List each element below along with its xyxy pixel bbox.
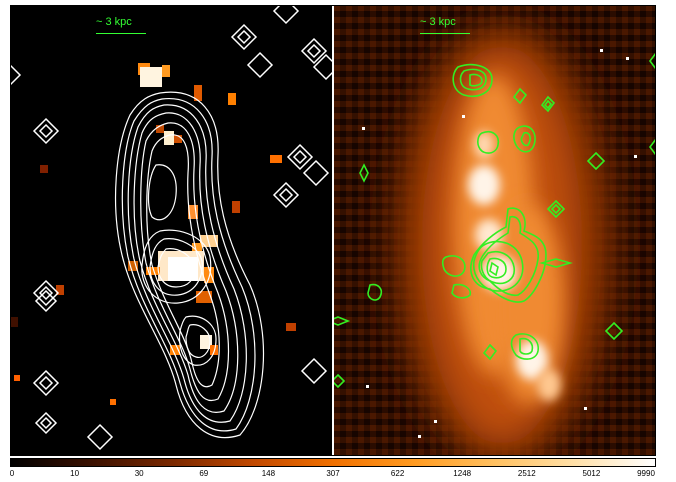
green-contours — [334, 51, 656, 389]
galaxy-glow — [394, 25, 614, 456]
colorbar-tick-label: 307 — [326, 469, 340, 478]
colorbar-tick-label: 10 — [70, 469, 80, 478]
left-panel-image — [10, 5, 332, 456]
scale-bar-label: ~ 3 kpc — [96, 16, 132, 28]
scale-bar-right: ~ 3 kpc — [420, 16, 470, 34]
colorbar-tick-label: 622 — [390, 469, 405, 478]
point-source-markers — [10, 5, 332, 451]
colorbar-tick-label: 69 — [199, 469, 209, 478]
right-image-panel: ~ 3 kpc — [334, 5, 656, 456]
scale-bar-line — [420, 33, 470, 34]
star-pixels — [362, 49, 637, 438]
colorbar-tick-label: 9990 — [637, 469, 655, 478]
colorbar-tick-label: 0 — [9, 469, 15, 478]
colorbar — [10, 458, 656, 467]
right-panel-image — [334, 5, 656, 456]
colorbar-tick-label: 5012 — [582, 469, 601, 478]
colorbar-tick-label: 30 — [134, 469, 144, 478]
scale-bar-left: ~ 3 kpc — [96, 16, 146, 34]
panel-divider — [332, 5, 334, 456]
scale-bar-line — [96, 33, 146, 34]
colorbar-tick-label: 148 — [261, 469, 276, 478]
left-image-panel: ~ 3 kpc — [10, 5, 332, 456]
white-contours — [114, 91, 265, 439]
colorbar-tick-label: 1248 — [453, 469, 472, 478]
scale-bar-label: ~ 3 kpc — [420, 16, 456, 28]
colorbar-tick-label: 2512 — [517, 469, 536, 478]
